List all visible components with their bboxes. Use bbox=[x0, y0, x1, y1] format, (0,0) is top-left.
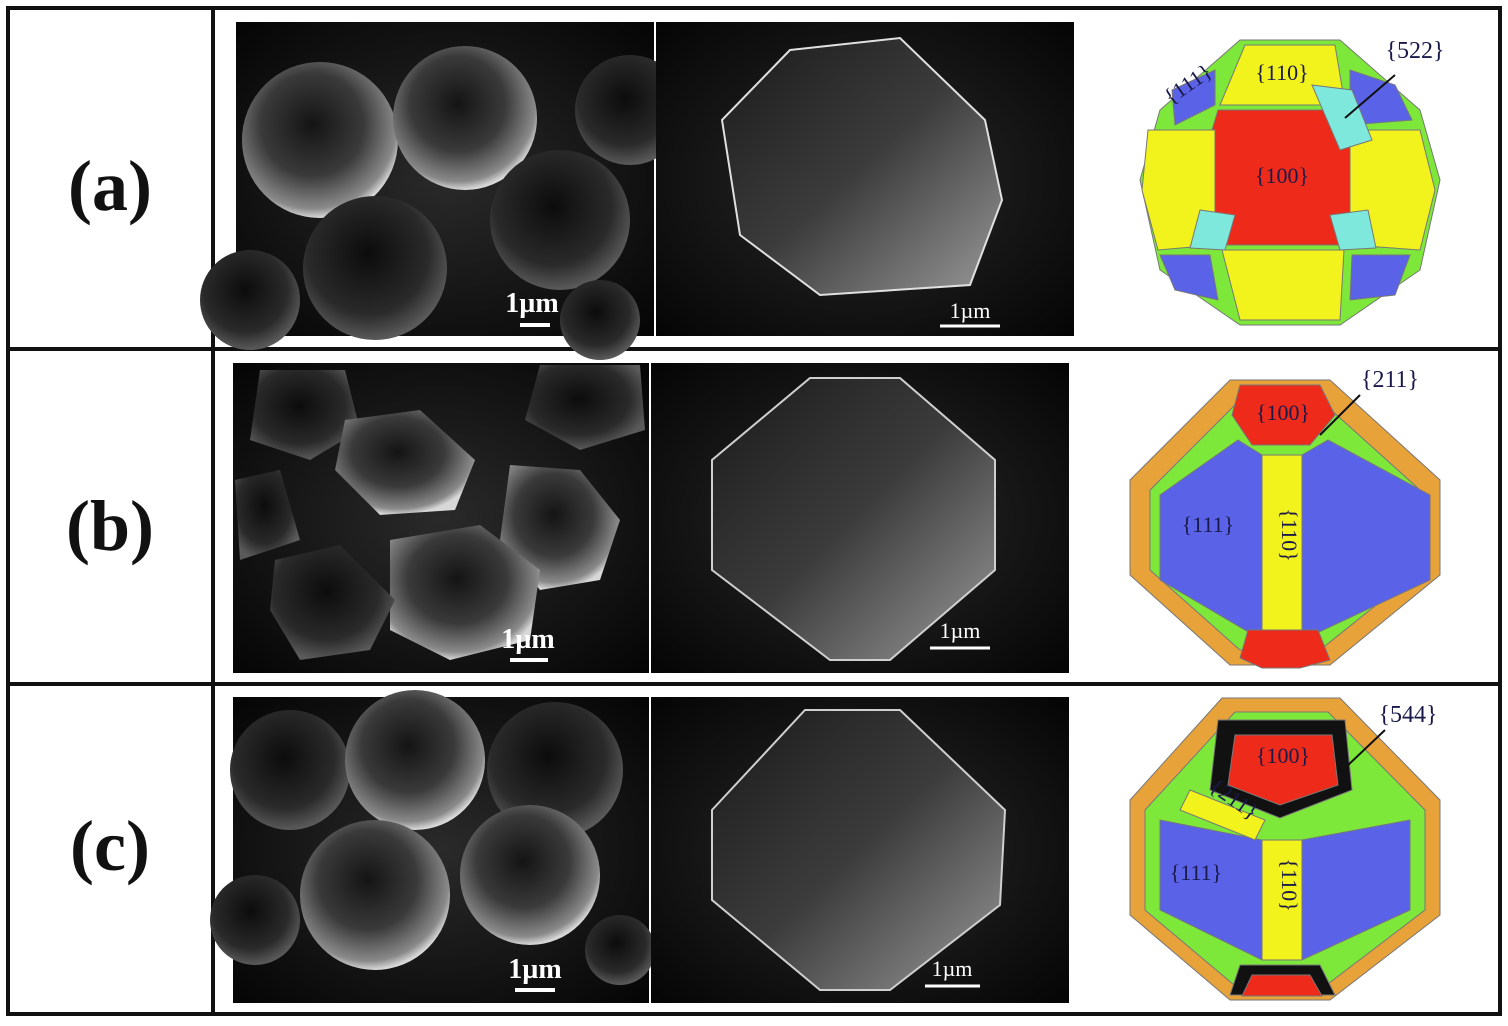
facet-a-522: {522} bbox=[1385, 38, 1444, 64]
row-label-b: (b) bbox=[66, 486, 154, 566]
row-label-c: (c) bbox=[70, 806, 150, 886]
facet-a-110: {110} bbox=[1255, 60, 1308, 85]
scale-label-c-left: 1µm bbox=[508, 954, 561, 985]
crystal-model-c bbox=[1129, 697, 1441, 1001]
facet-c-110: {110} bbox=[1277, 858, 1302, 911]
sem-image-c-mid bbox=[651, 697, 1069, 1003]
facet-c-100: {100} bbox=[1256, 743, 1310, 768]
crystal-model-b bbox=[1129, 379, 1441, 669]
sem-image-c-left bbox=[210, 690, 655, 1003]
facet-c-111: {111} bbox=[1170, 860, 1223, 885]
sem-image-a-mid bbox=[656, 22, 1074, 336]
pointer-a bbox=[1344, 74, 1396, 119]
scale-label-a-left: 1µm bbox=[505, 288, 558, 319]
pointer-b bbox=[1319, 394, 1361, 436]
pointer-c bbox=[1344, 729, 1386, 769]
facet-b-100: {100} bbox=[1256, 400, 1310, 425]
sem-image-a-left bbox=[200, 22, 685, 360]
scale-label-c-mid: 1µm bbox=[932, 956, 973, 981]
facet-b-110: {110} bbox=[1277, 508, 1302, 561]
facet-b-111: {111} bbox=[1182, 512, 1235, 537]
sem-image-b-mid bbox=[651, 363, 1069, 673]
scale-label-b-left: 1µm bbox=[501, 624, 554, 655]
scale-label-a-mid: 1µm bbox=[950, 298, 991, 323]
facet-c-544: {544} bbox=[1378, 702, 1437, 728]
row-label-a: (a) bbox=[68, 146, 152, 226]
facet-a-100: {100} bbox=[1255, 163, 1309, 188]
sem-image-b-left bbox=[233, 363, 649, 673]
crystal-model-a bbox=[1139, 39, 1441, 326]
scale-label-b-mid: 1µm bbox=[940, 618, 981, 643]
facet-b-211: {211} bbox=[1361, 367, 1419, 393]
